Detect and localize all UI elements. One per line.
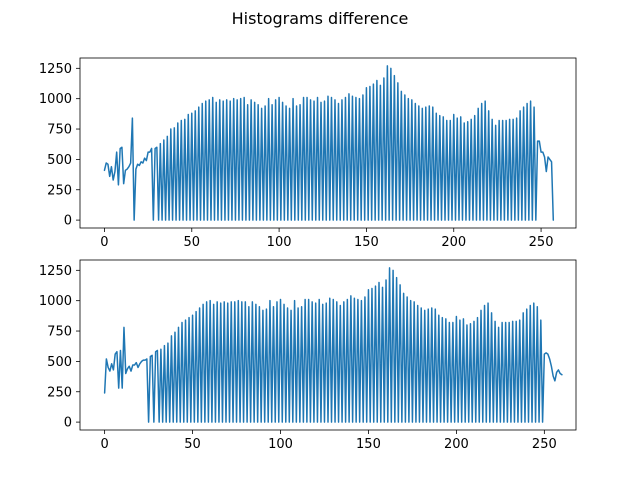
bottom-y-tick-label: 0 — [64, 416, 72, 431]
bottom-axes-frame — [79, 259, 577, 431]
bottom-x-tick-label: 200 — [444, 437, 469, 452]
bottom-x-tick-label: 50 — [184, 437, 201, 452]
bottom-y-tick-label: 500 — [47, 355, 72, 370]
bottom-series-line — [103, 267, 563, 423]
top-axes-frame — [79, 57, 577, 229]
top-x-tick-label: 100 — [267, 235, 292, 250]
top-y-tick-label: 250 — [47, 183, 72, 198]
bottom-x-tick-label: 0 — [100, 437, 108, 452]
top-x-tick-label: 250 — [529, 235, 554, 250]
top-x-tick-label: 150 — [354, 235, 379, 250]
bottom-y-tick-label: 750 — [47, 325, 72, 340]
top-plot-axes: 0 50 100 150 200 250 0 250 500 750 1000 1250 — [39, 57, 577, 250]
bottom-y-tick-label: 1000 — [39, 294, 72, 309]
bottom-plot-axes: 0 50 100 150 200 250 0 250 500 750 1000 1250 — [39, 259, 577, 452]
top-y-tick-label: 1250 — [39, 62, 72, 77]
top-x-tick-label: 200 — [441, 235, 466, 250]
top-x-tick-label: 50 — [184, 235, 201, 250]
bottom-y-tick-label: 250 — [47, 385, 72, 400]
bottom-y-tick-label: 1250 — [39, 264, 72, 279]
top-y-tick-label: 1000 — [39, 92, 72, 107]
top-y-tick-label: 500 — [47, 153, 72, 168]
bottom-x-tick-label: 100 — [268, 437, 293, 452]
top-x-tick-label: 0 — [100, 235, 108, 250]
top-y-tick-label: 750 — [47, 123, 72, 138]
bottom-x-tick-label: 150 — [356, 437, 381, 452]
figure-title: Histograms difference — [232, 9, 409, 28]
top-series-line — [103, 65, 555, 221]
bottom-x-tick-label: 250 — [532, 437, 557, 452]
top-y-tick-label: 0 — [64, 214, 72, 229]
